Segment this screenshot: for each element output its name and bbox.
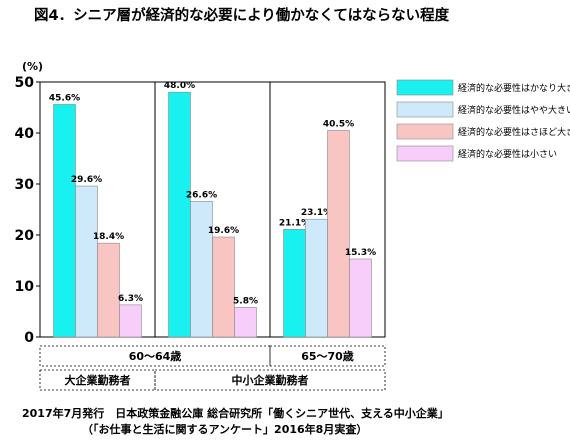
age-group-label: 60～64歳: [129, 349, 182, 363]
bar: [234, 307, 257, 338]
bar: [283, 229, 306, 338]
bar: [349, 258, 372, 338]
bar: [190, 201, 213, 338]
bar: [305, 218, 328, 338]
y-axis-unit: (%): [22, 60, 43, 73]
age-group-cell: [269, 345, 386, 367]
y-tick-label: 10: [15, 279, 35, 295]
legend-swatch: [396, 123, 454, 140]
age-group-label: 65～70歳: [301, 349, 354, 363]
company-type-label: 中小企業勤務者: [232, 373, 309, 387]
bar: [168, 91, 191, 338]
company-type-cell: [154, 369, 386, 391]
y-tick-label: 50: [15, 75, 35, 91]
data-label: 6.3%: [118, 294, 143, 304]
data-label: 45.6%: [49, 93, 80, 103]
data-label: 48.0%: [164, 81, 195, 91]
data-label: 21.1%: [279, 218, 310, 228]
company-type-label: 大企業勤務者: [65, 373, 131, 387]
legend-label: 経済的な必要性はさほど大きくない: [458, 126, 570, 138]
bar: [53, 104, 76, 338]
bar: [97, 242, 120, 338]
chart-title: 図4．シニア層が経済的な必要により働かなくてはならない程度: [34, 8, 450, 24]
legend-label: 経済的な必要性は小さい: [458, 148, 557, 160]
legend-swatch: [396, 79, 454, 96]
legend-label: 経済的な必要性はやや大きい: [458, 104, 570, 116]
data-label: 23.1%: [301, 208, 332, 218]
data-label: 18.4%: [93, 232, 124, 242]
source-line-2: （「お仕事と生活に関するアンケート」2016年8月実査）: [82, 423, 368, 436]
bar: [119, 304, 142, 338]
y-tick-label: 30: [15, 177, 35, 193]
data-label: 26.6%: [186, 190, 217, 200]
y-tick-label: 20: [15, 228, 35, 244]
legend-swatch: [396, 145, 454, 162]
bar: [327, 130, 350, 338]
data-label: 15.3%: [345, 248, 376, 258]
bar: [75, 185, 98, 338]
data-label: 19.6%: [208, 226, 239, 236]
y-tick-label: 40: [15, 126, 35, 142]
y-tick-label: 0: [24, 330, 34, 346]
bar: [212, 236, 235, 338]
legend-label: 経済的な必要性はかなり大きい: [458, 82, 570, 94]
data-label: 40.5%: [323, 119, 354, 129]
source-line-1: 2017年7月発行 日本政策金融公庫 総合研究所「働くシニア世代、支える中小企業…: [22, 407, 449, 420]
data-label: 29.6%: [71, 175, 102, 185]
legend-swatch: [396, 101, 454, 118]
data-label: 5.8%: [233, 296, 258, 306]
